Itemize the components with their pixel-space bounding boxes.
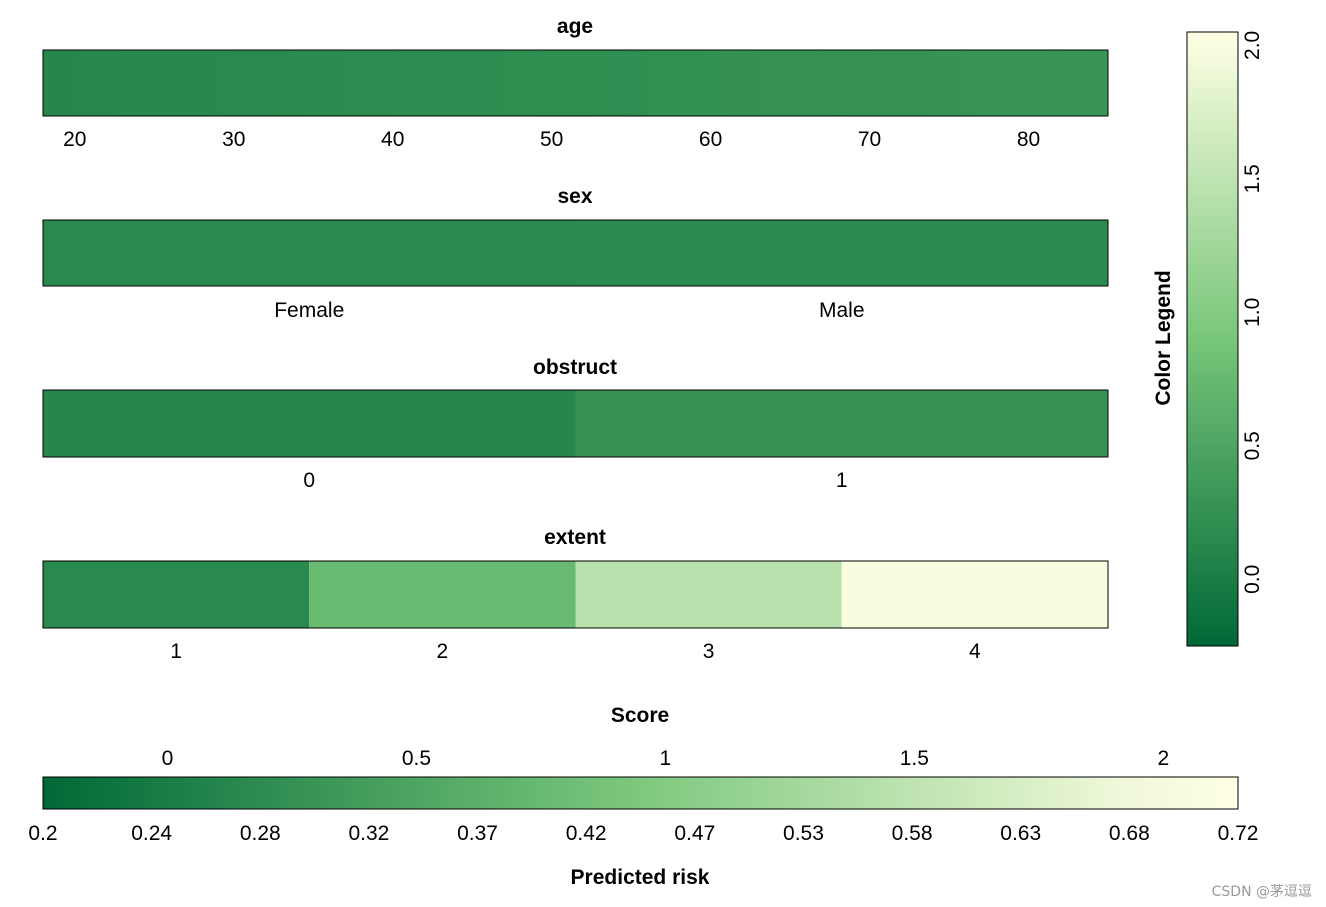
obstruct-tick-0: 0 <box>303 469 315 492</box>
age-tick-20: 20 <box>63 128 86 151</box>
risk-tick-0.68: 0.68 <box>1109 822 1150 845</box>
sex-tick-male: Male <box>819 299 865 322</box>
score-tick-0: 0 <box>162 747 174 770</box>
obstruct-cell-1 <box>575 390 1108 457</box>
obstruct-cell-0 <box>43 390 576 457</box>
sex-bar-border <box>42 219 1109 287</box>
age-tick-70: 70 <box>858 128 881 151</box>
risk-tick-0.32: 0.32 <box>348 822 389 845</box>
predicted-risk-label: Predicted risk <box>571 866 710 889</box>
risk-tick-0.37: 0.37 <box>457 822 498 845</box>
risk-tick-0.72: 0.72 <box>1218 822 1259 845</box>
extent-cell-3 <box>575 561 842 628</box>
obstruct-cells <box>43 390 1108 457</box>
risk-tick-0.53: 0.53 <box>783 822 824 845</box>
extent-tick-1: 1 <box>170 640 182 663</box>
color-legend-tick-labels: 0.0 0.5 1.0 1.5 2.0 <box>1241 31 1264 594</box>
extent-tick-3: 3 <box>703 640 715 663</box>
extent-cell-4 <box>841 561 1108 628</box>
extent-title: extent <box>544 526 606 549</box>
sex-title: sex <box>557 185 592 208</box>
risk-tick-labels: 0.2 0.24 0.28 0.32 0.37 0.42 0.47 0.53 0.58 0.63 0… <box>28 822 1258 845</box>
obstruct-tick-1: 1 <box>836 469 848 492</box>
sex-cell-male <box>575 220 1108 286</box>
extent-tick-4: 4 <box>969 640 981 663</box>
risk-tick-0.42: 0.42 <box>566 822 607 845</box>
risk-tick-0.63: 0.63 <box>1000 822 1041 845</box>
risk-tick-0.2: 0.2 <box>28 822 57 845</box>
age-tick-labels: 20 30 40 50 60 70 80 <box>63 128 1040 151</box>
color-legend-title: Color Legend <box>1152 270 1175 405</box>
sex-tick-labels: Female Male <box>274 299 864 322</box>
age-tick-30: 30 <box>222 128 245 151</box>
sex-tick-female: Female <box>274 299 344 322</box>
legend-tick-2.0: 2.0 <box>1241 31 1264 60</box>
score-tick-labels: 0 0.5 1 1.5 2 <box>162 747 1170 770</box>
age-tick-50: 50 <box>540 128 563 151</box>
obstruct-title: obstruct <box>533 356 617 379</box>
legend-tick-1.5: 1.5 <box>1241 164 1264 193</box>
sex-cells <box>43 220 1108 286</box>
risk-tick-0.58: 0.58 <box>892 822 933 845</box>
risk-tick-0.24: 0.24 <box>131 822 172 845</box>
risk-tick-0.28: 0.28 <box>240 822 281 845</box>
legend-tick-1.0: 1.0 <box>1241 298 1264 327</box>
age-bar <box>42 49 1109 117</box>
legend-tick-0.5: 0.5 <box>1241 431 1264 460</box>
score-tick-0.5: 0.5 <box>402 747 431 770</box>
age-tick-80: 80 <box>1017 128 1040 151</box>
extent-cell-2 <box>309 561 576 628</box>
age-title: age <box>557 15 593 38</box>
color-legend-bar <box>1186 31 1239 647</box>
age-tick-40: 40 <box>381 128 404 151</box>
extent-bar-border <box>42 560 1109 629</box>
score-bar <box>42 776 1239 810</box>
score-tick-1: 1 <box>660 747 672 770</box>
extent-tick-labels: 1 2 3 4 <box>170 640 981 663</box>
score-tick-1.5: 1.5 <box>900 747 929 770</box>
score-tick-2: 2 <box>1157 747 1169 770</box>
legend-tick-0.0: 0.0 <box>1241 565 1264 594</box>
obstruct-bar-border <box>42 389 1109 458</box>
age-tick-60: 60 <box>699 128 722 151</box>
extent-tick-2: 2 <box>437 640 449 663</box>
watermark: CSDN @茅逗逗 <box>1211 884 1312 900</box>
sex-cell-female <box>43 220 576 286</box>
risk-tick-0.47: 0.47 <box>674 822 715 845</box>
extent-cells <box>43 561 1108 628</box>
score-title: Score <box>611 704 669 727</box>
extent-cell-1 <box>43 561 310 628</box>
